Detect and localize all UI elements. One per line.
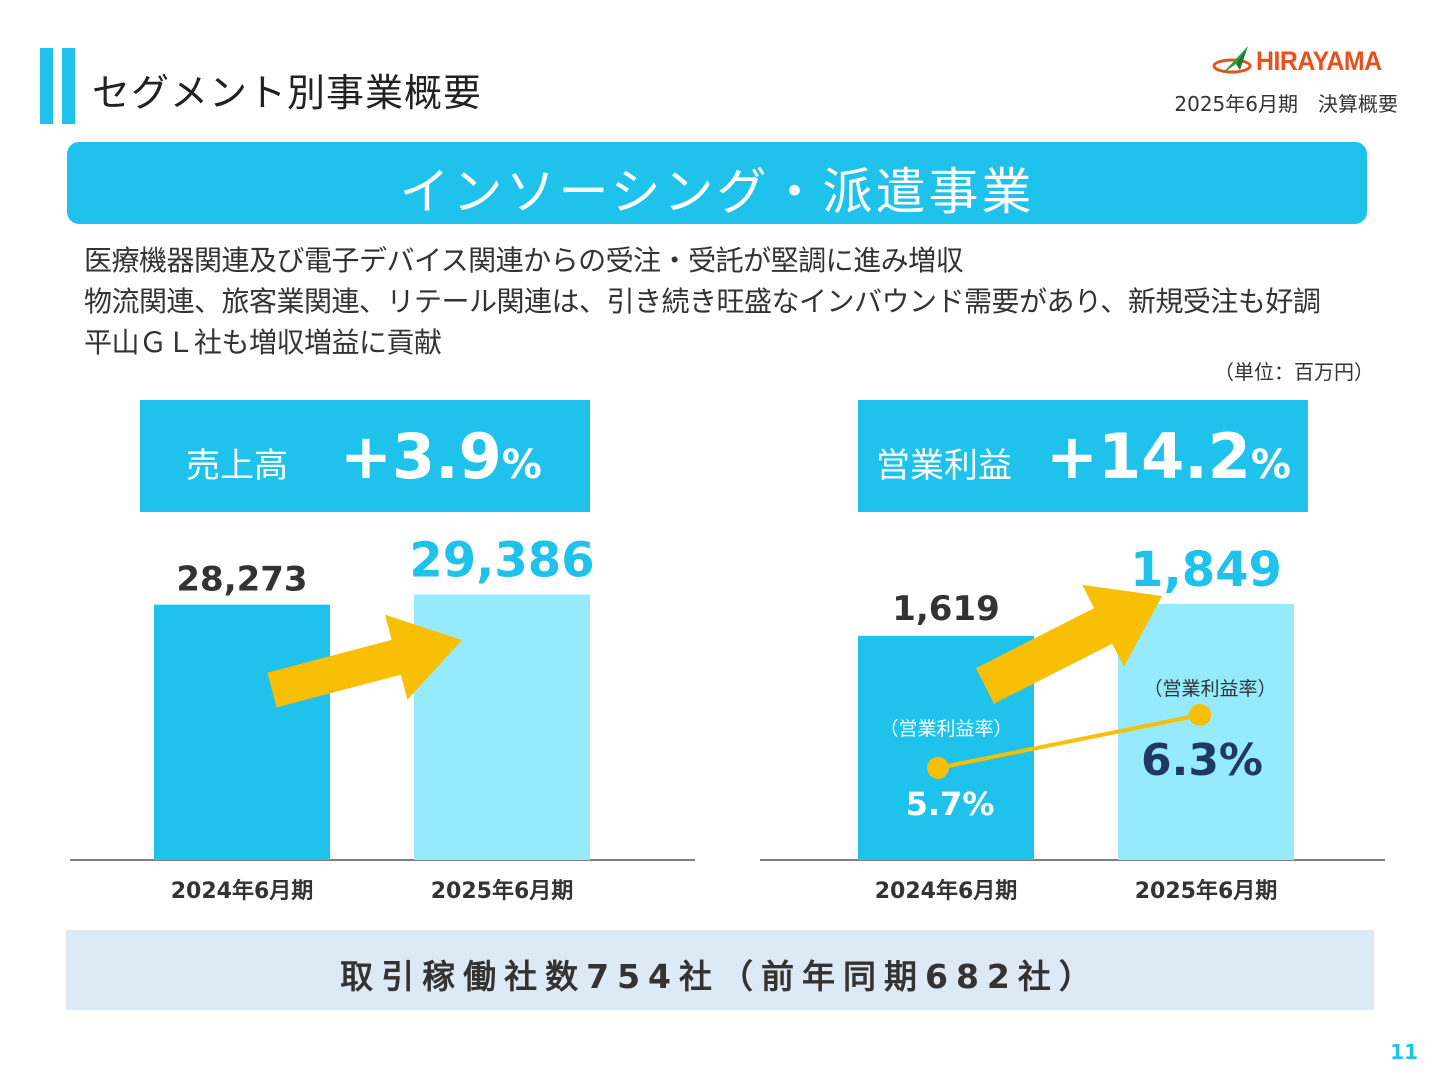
growth-arrow bbox=[975, 584, 1162, 704]
title-accent-bar bbox=[62, 48, 75, 124]
margin-data-label: 5.7% bbox=[906, 785, 995, 823]
op-kpi-pct: % bbox=[1250, 442, 1291, 488]
data-label: 28,273 bbox=[176, 560, 307, 600]
title-accent-bar bbox=[40, 48, 53, 124]
client-count-box: 取引稼働社数754社（前年同期682社） bbox=[66, 930, 1374, 1010]
x-tick-label: 2024年6月期 bbox=[171, 878, 314, 904]
logo-mark-icon bbox=[1212, 46, 1252, 74]
bar bbox=[154, 604, 330, 860]
sales-kpi-box: 売上高 +3.9% bbox=[140, 400, 590, 512]
x-tick-label: 2025年6月期 bbox=[1135, 878, 1278, 904]
client-count-text: 取引稼働社数754社（前年同期682社） bbox=[340, 957, 1100, 996]
operating-profit-chart: 2024年6月期 1,619 2025年6月期 1,849 （営業利益率） （営業利益率）… bbox=[760, 542, 1385, 904]
segment-banner: インソーシング・派遣事業 bbox=[67, 142, 1367, 224]
op-kpi-box: 営業利益 +14.2% bbox=[858, 400, 1308, 512]
margin-series-label: （営業利益率） bbox=[879, 718, 1012, 740]
margin-data-label: 6.3% bbox=[1141, 735, 1263, 786]
data-label: 1,849 bbox=[1130, 542, 1282, 598]
report-period: 2025年6月期 決算概要 bbox=[1174, 92, 1398, 116]
op-kpi-value: +14.2% bbox=[1046, 420, 1291, 493]
data-label: 1,619 bbox=[892, 589, 1000, 629]
sales-chart: 2024年6月期 28,273 2025年6月期 29,386 bbox=[70, 533, 695, 904]
margin-point bbox=[927, 757, 949, 779]
summary-bullets: 医療機器関連及び電子デバイス関連からの受注・受託が堅調に進み増収 物流関連、旅客… bbox=[84, 240, 1321, 363]
x-tick-label: 2025年6月期 bbox=[431, 878, 574, 904]
segment-title: インソーシング・派遣事業 bbox=[399, 163, 1035, 221]
op-kpi-label: 営業利益 bbox=[876, 446, 1012, 486]
bar bbox=[414, 594, 590, 860]
sales-kpi-pct: % bbox=[501, 442, 542, 488]
sales-kpi-value: +3.9% bbox=[340, 420, 542, 493]
op-kpi-change: +14.2 bbox=[1046, 420, 1251, 493]
data-label: 29,386 bbox=[409, 533, 594, 589]
margin-series-label: （営業利益率） bbox=[1143, 678, 1276, 700]
page-title: セグメント別事業概要 bbox=[92, 71, 483, 115]
margin-line bbox=[937, 713, 1201, 770]
sales-kpi-change: +3.9 bbox=[340, 420, 502, 493]
sales-kpi-label: 売上高 bbox=[186, 446, 288, 486]
bar bbox=[858, 635, 1034, 860]
unit-label: （単位：百万円） bbox=[1214, 360, 1374, 384]
bar bbox=[1118, 603, 1294, 860]
bullet-line: 医療機器関連及び電子デバイス関連からの受注・受託が堅調に進み増収 bbox=[84, 244, 964, 277]
bullet-line: 物流関連、旅客業関連、リテール関連は、引き続き旺盛なインバウンド需要があり、新規… bbox=[84, 285, 1321, 318]
company-logo: HIRAYAMA bbox=[1212, 44, 1402, 80]
margin-point bbox=[1189, 704, 1211, 726]
growth-arrow bbox=[267, 614, 462, 708]
logo-text: HIRAYAMA bbox=[1256, 46, 1382, 76]
bullet-line: 平山ＧＬ社も増収増益に貢献 bbox=[84, 326, 442, 359]
x-tick-label: 2024年6月期 bbox=[875, 878, 1018, 904]
page-number: 11 bbox=[1390, 1040, 1418, 1064]
